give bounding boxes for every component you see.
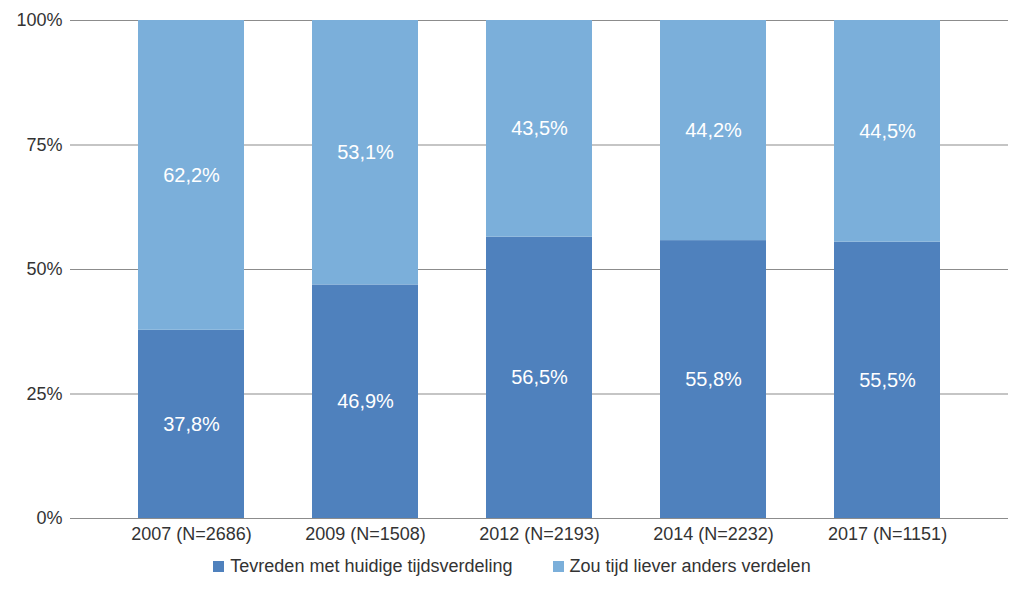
svg-text:44,2%: 44,2% bbox=[685, 119, 742, 141]
svg-text:2007 (N=2686): 2007 (N=2686) bbox=[131, 524, 252, 544]
svg-text:37,8%: 37,8% bbox=[163, 413, 220, 435]
svg-text:2017 (N=1151): 2017 (N=1151) bbox=[828, 524, 947, 544]
svg-text:55,5%: 55,5% bbox=[859, 369, 916, 391]
svg-text:44,5%: 44,5% bbox=[859, 120, 916, 142]
svg-text:56,5%: 56,5% bbox=[511, 366, 568, 388]
svg-text:0%: 0% bbox=[36, 508, 62, 528]
html-text:Zou tijd liever anders verdele: Zou tijd liever anders verdelen bbox=[569, 556, 811, 576]
html-text:Tevreden met huidige tijdsverd: Tevreden met huidige tijdsverdeling bbox=[230, 556, 513, 576]
svg-text:2012 (N=2193): 2012 (N=2193) bbox=[479, 524, 600, 544]
svg-text:2009 (N=1508): 2009 (N=1508) bbox=[305, 524, 426, 544]
svg-text:46,9%: 46,9% bbox=[337, 390, 394, 412]
svg-text:100%: 100% bbox=[16, 10, 62, 30]
svg-text:62,2%: 62,2% bbox=[163, 164, 220, 186]
svg-text:43,5%: 43,5% bbox=[511, 117, 568, 139]
svg-text:2014 (N=2232): 2014 (N=2232) bbox=[653, 524, 774, 544]
svg-text:53,1%: 53,1% bbox=[337, 141, 394, 163]
svg-text:25%: 25% bbox=[26, 384, 62, 404]
svg-text:55,8%: 55,8% bbox=[685, 368, 742, 390]
svg-text:50%: 50% bbox=[26, 259, 62, 279]
svg-text:75%: 75% bbox=[26, 135, 62, 155]
